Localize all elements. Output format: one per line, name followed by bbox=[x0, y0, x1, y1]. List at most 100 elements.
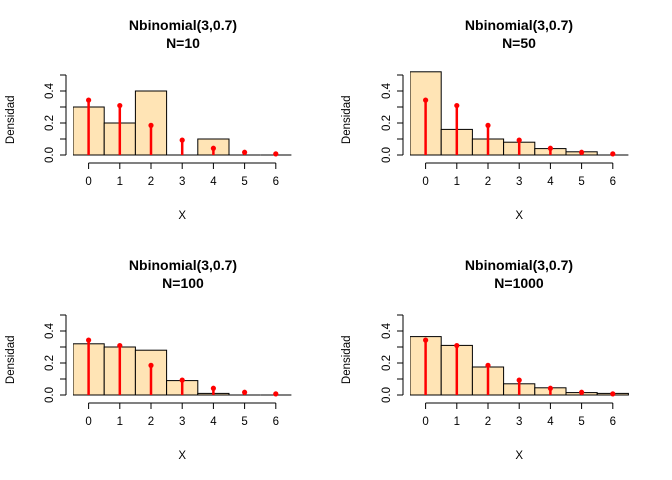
x-axis-label: X bbox=[515, 210, 523, 222]
panel-subtitle: N=100 bbox=[162, 275, 204, 291]
x-tick-label: 1 bbox=[117, 416, 123, 428]
x-axis: 0 1 2 3 4 5 6 bbox=[422, 162, 616, 188]
x-tick-label: 3 bbox=[179, 176, 185, 188]
pmf-point bbox=[547, 385, 554, 391]
pmf-point bbox=[117, 102, 123, 109]
pmf-point bbox=[423, 337, 429, 343]
x-tick-label: 2 bbox=[148, 416, 154, 428]
pmf-point bbox=[242, 149, 248, 155]
pmf-spikes bbox=[423, 97, 616, 157]
x-tick-label: 5 bbox=[241, 176, 247, 188]
y-axis: 0.0 0.2 0.4 bbox=[44, 314, 67, 403]
x-axis: 0 1 2 3 4 5 6 bbox=[422, 402, 616, 428]
pmf-point bbox=[610, 391, 616, 397]
pmf-point bbox=[242, 389, 248, 395]
panel-n1000: Nbinomial(3,0.7) N=1000 X Densidad 0.00.… bbox=[341, 257, 629, 462]
x-tick-label: 1 bbox=[454, 176, 460, 188]
pmf-point bbox=[148, 122, 154, 128]
x-tick-label: 6 bbox=[273, 176, 279, 188]
y-axis-label: Densidad bbox=[5, 96, 17, 145]
y-tick-label: 0.2 bbox=[381, 115, 393, 131]
panel-subtitle: N=10 bbox=[166, 35, 200, 51]
pmf-point bbox=[485, 362, 491, 368]
pmf-point bbox=[579, 149, 585, 155]
x-tick-label: 6 bbox=[610, 176, 616, 188]
panel-title: Nbinomial(3,0.7) bbox=[129, 17, 237, 33]
pmf-point bbox=[516, 377, 522, 383]
pmf-point bbox=[423, 97, 429, 103]
x-tick-label: 1 bbox=[454, 416, 460, 428]
y-axis: 0.0 0.2 0.4 bbox=[381, 74, 404, 163]
x-axis: 0 1 2 3 4 5 6 bbox=[85, 162, 279, 188]
pmf-point bbox=[485, 122, 491, 128]
y-tick-label: 0.0 bbox=[44, 387, 56, 403]
x-tick-label: 4 bbox=[210, 176, 217, 188]
pmf-point bbox=[210, 385, 216, 391]
y-tick-label: 0.4 bbox=[381, 82, 393, 99]
panel-subtitle: N=50 bbox=[502, 35, 536, 51]
y-axis-label: Densidad bbox=[341, 96, 353, 145]
y-tick-label: 0.2 bbox=[44, 115, 56, 131]
x-axis-label: X bbox=[515, 450, 523, 462]
pmf-point bbox=[148, 362, 154, 368]
x-tick-label: 3 bbox=[179, 416, 185, 428]
x-tick-label: 0 bbox=[422, 416, 428, 428]
panel-title: Nbinomial(3,0.7) bbox=[465, 17, 573, 33]
x-tick-label: 5 bbox=[578, 416, 584, 428]
y-axis: 0.0 0.2 0.4 bbox=[44, 74, 67, 163]
x-tick-label: 0 bbox=[85, 176, 91, 188]
x-tick-label: 6 bbox=[610, 416, 616, 428]
y-axis-label: Densidad bbox=[341, 336, 353, 385]
pmf-spikes bbox=[423, 337, 616, 397]
y-tick-label: 0.4 bbox=[44, 82, 56, 99]
x-axis-label: X bbox=[178, 450, 186, 462]
y-tick-label: 0.4 bbox=[44, 322, 56, 339]
pmf-point bbox=[86, 97, 92, 103]
y-axis: 0.0 0.2 0.4 bbox=[381, 314, 404, 403]
x-tick-label: 2 bbox=[485, 416, 491, 428]
pmf-point bbox=[273, 391, 279, 397]
x-tick-label: 1 bbox=[117, 176, 123, 188]
pmf-spikes bbox=[86, 337, 279, 397]
pmf-point bbox=[547, 145, 554, 151]
x-tick-label: 4 bbox=[547, 176, 554, 188]
pmf-point bbox=[117, 342, 123, 349]
x-tick-label: 4 bbox=[547, 416, 554, 428]
x-tick-label: 5 bbox=[241, 416, 247, 428]
x-tick-label: 3 bbox=[516, 416, 522, 428]
pmf-spikes bbox=[86, 97, 279, 157]
pmf-point bbox=[610, 151, 616, 157]
x-tick-label: 4 bbox=[210, 416, 217, 428]
x-tick-label: 0 bbox=[422, 176, 428, 188]
y-axis-label: Densidad bbox=[5, 336, 17, 385]
x-tick-label: 5 bbox=[578, 176, 584, 188]
pmf-point bbox=[454, 102, 460, 109]
pmf-point bbox=[179, 377, 185, 383]
y-tick-label: 0.2 bbox=[44, 355, 56, 371]
pmf-point bbox=[179, 137, 185, 143]
y-tick-label: 0.2 bbox=[381, 355, 393, 371]
x-tick-label: 2 bbox=[148, 176, 154, 188]
panel-subtitle: N=1000 bbox=[494, 275, 544, 291]
x-tick-label: 0 bbox=[85, 416, 91, 428]
pmf-point bbox=[273, 151, 279, 157]
pmf-point bbox=[516, 137, 522, 143]
pmf-point bbox=[86, 337, 92, 343]
panel-n100: Nbinomial(3,0.7) N=100 X Densidad 0.0 0.2… bbox=[5, 257, 292, 462]
panel-title: Nbinomial(3,0.7) bbox=[129, 257, 237, 273]
x-axis-label: X bbox=[178, 210, 186, 222]
x-tick-label: 2 bbox=[485, 176, 491, 188]
panel-title: Nbinomial(3,0.7) bbox=[465, 257, 573, 273]
y-tick-label: 0.4 bbox=[381, 322, 393, 339]
panel-n50: Nbinomial(3,0.7) N=50 X Densidad 0.00.20… bbox=[341, 17, 629, 222]
y-tick-label: 0.0 bbox=[44, 147, 56, 163]
pmf-point bbox=[579, 389, 585, 395]
x-tick-label: 3 bbox=[516, 176, 522, 188]
y-tick-label: 0.0 bbox=[381, 387, 393, 403]
panel-n10: Nbinomial(3,0.7) N=10 X Densidad 0.00.20… bbox=[5, 17, 292, 222]
x-tick-label: 6 bbox=[273, 416, 279, 428]
pmf-point bbox=[454, 342, 460, 349]
pmf-point bbox=[210, 145, 216, 151]
x-axis: 0 1 2 3 4 5 6 bbox=[85, 402, 279, 428]
